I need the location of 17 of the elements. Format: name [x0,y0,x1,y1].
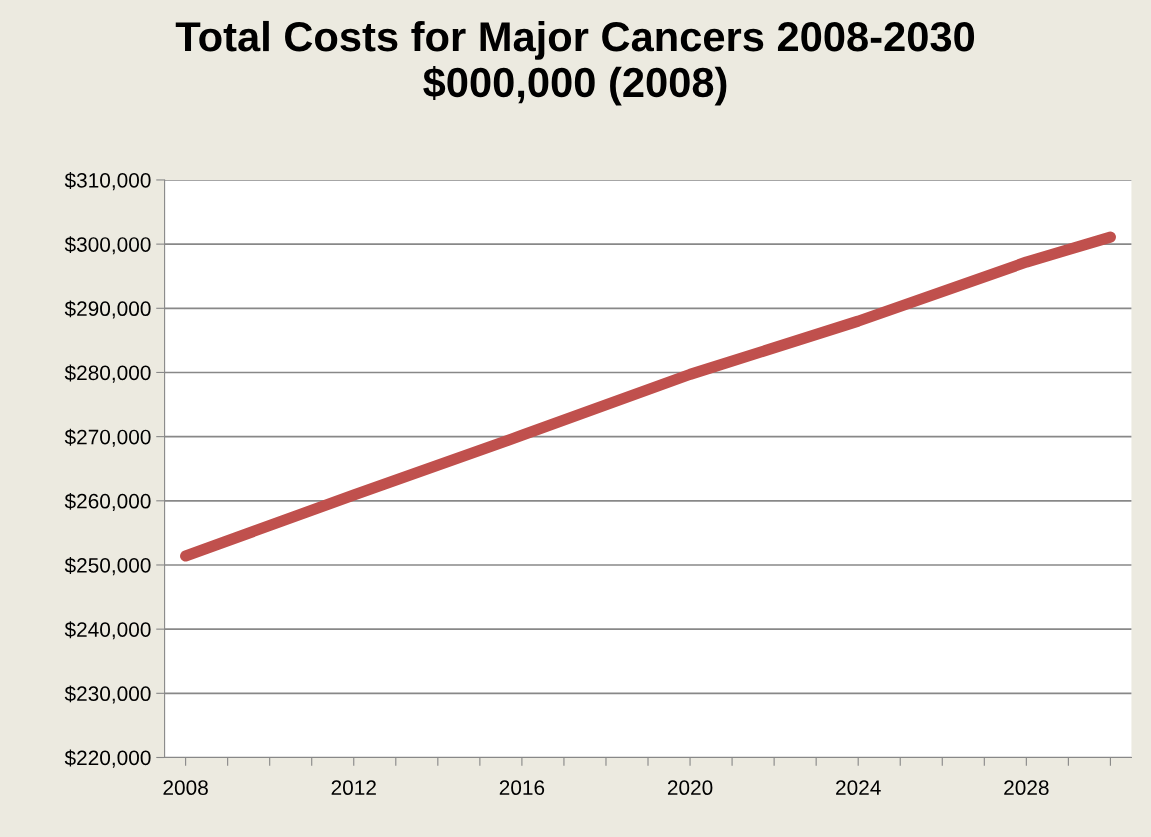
y-tick-label: $260,000 [64,492,151,512]
x-tick-label: 2012 [331,780,376,796]
x-tick-label: 2024 [836,780,881,796]
x-tick-label: 2008 [163,780,208,796]
x-tick-label: 2020 [667,780,713,796]
y-tick-label: $310,000 [64,172,151,191]
y-tick-label: $270,000 [64,428,151,447]
chart-title: Total Costs for Major Cancers 2008-2030 $000,000 (2008) [175,20,975,106]
x-tick-label: 2016 [499,780,545,796]
x-tick-label: 2028 [1004,780,1049,796]
y-tick-label: $290,000 [64,300,151,319]
y-tick-label: $300,000 [64,236,151,255]
y-tick-label: $280,000 [64,364,151,383]
y-tick-label: $230,000 [64,685,151,704]
y-tick-label: $240,000 [64,621,151,640]
y-tick-label: $250,000 [64,557,151,576]
y-tick-label: $220,000 [64,749,151,768]
